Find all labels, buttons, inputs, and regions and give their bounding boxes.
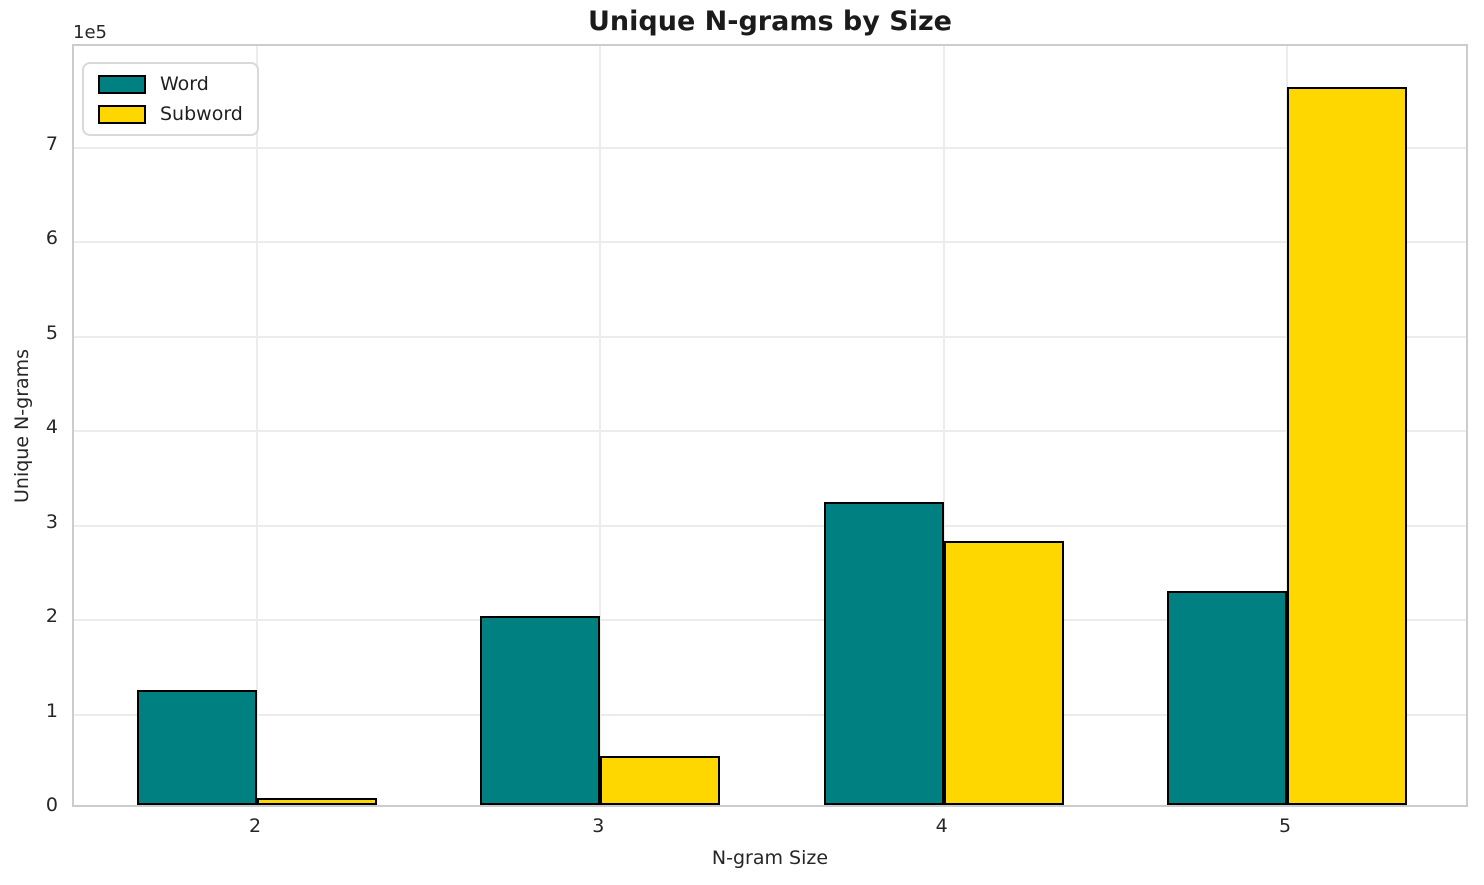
bar-word-3 [480, 616, 601, 805]
legend-word-swatch [98, 74, 146, 94]
y-gridline [74, 146, 1466, 149]
bar-word-4 [823, 501, 944, 805]
bar-subword-3 [600, 755, 721, 805]
bar-subword-4 [943, 540, 1064, 805]
legend-label: Subword [160, 103, 243, 125]
y-tick-label: 2 [45, 605, 58, 628]
legend-subword-swatch [98, 104, 146, 124]
y-gridline [74, 619, 1466, 622]
x-gridline [599, 46, 602, 805]
x-tick-label: 4 [935, 815, 948, 837]
x-axis-label: N-gram Size [711, 847, 829, 869]
bar-word-2 [136, 689, 257, 805]
x-gridline [255, 46, 258, 805]
plot-area [72, 44, 1468, 807]
y-gridline [74, 241, 1466, 244]
legend-item-subword: Subword [98, 103, 243, 125]
y-tick-label: 0 [45, 794, 58, 816]
bar-subword-5 [1287, 87, 1408, 805]
x-tick-label: 5 [1278, 815, 1292, 837]
y-gridline [74, 524, 1466, 527]
chart-title: Unique N-grams by Size [588, 6, 952, 37]
y-axis-offset-label: 1e5 [73, 22, 107, 43]
y-gridline [74, 430, 1466, 433]
x-tick-label: 2 [248, 815, 262, 837]
bar-subword-2 [256, 798, 378, 805]
x-tick-label: 3 [592, 815, 605, 837]
y-tick-label: 5 [45, 321, 58, 344]
legend: Word Subword [82, 62, 259, 136]
y-tick-label: 6 [45, 227, 58, 250]
y-tick-label: 7 [45, 132, 58, 155]
legend-item-word: Word [98, 73, 243, 95]
y-tick-label: 1 [45, 699, 58, 722]
legend-label: Word [160, 73, 209, 95]
y-tick-label: 3 [45, 510, 58, 533]
y-gridline [74, 713, 1466, 716]
y-gridline [74, 335, 1466, 338]
bar-word-5 [1166, 590, 1287, 805]
y-tick-label: 4 [45, 416, 58, 439]
x-gridline [942, 46, 945, 805]
